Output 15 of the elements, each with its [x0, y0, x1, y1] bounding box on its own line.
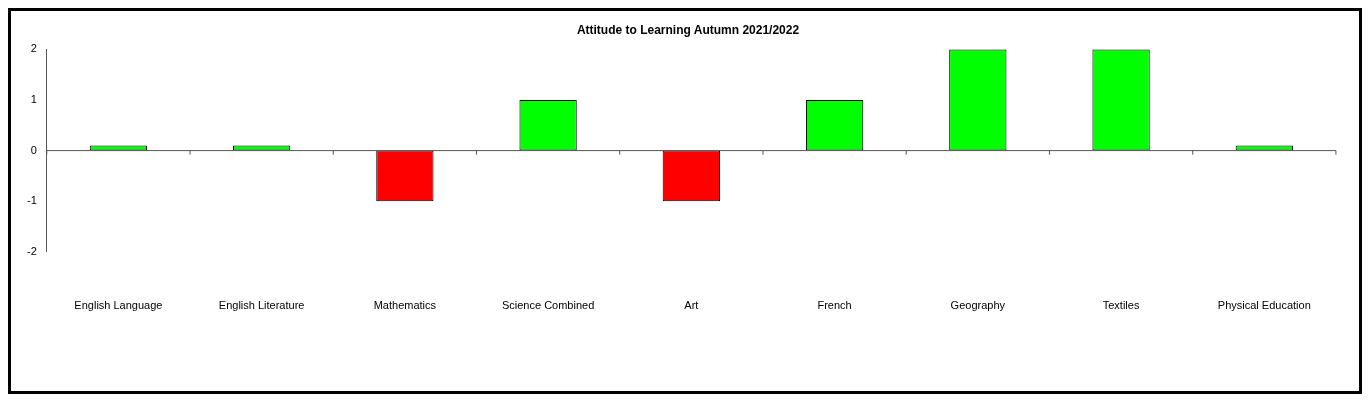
chart-title: Attitude to Learning Autumn 2021/2022 — [576, 22, 800, 37]
x-tick-label: Physical Education — [1217, 299, 1311, 312]
x-tick-label: Geography — [950, 299, 1006, 312]
y-tick-label: -1 — [27, 194, 37, 207]
y-tick-label: -2 — [27, 244, 37, 257]
x-tick-label: English Literature — [218, 299, 305, 312]
x-tick-label: French — [817, 299, 852, 312]
x-tick-label: Textiles — [1102, 299, 1140, 312]
y-tick-label: 1 — [30, 93, 37, 106]
y-tick-label: 0 — [30, 143, 37, 156]
x-tick-label: English Language — [74, 299, 163, 312]
x-tick-label: Art — [684, 299, 699, 312]
x-tick-label: Mathematics — [373, 299, 437, 312]
y-tick-label: 2 — [30, 42, 37, 55]
x-tick-label: Science Combined — [501, 299, 595, 312]
